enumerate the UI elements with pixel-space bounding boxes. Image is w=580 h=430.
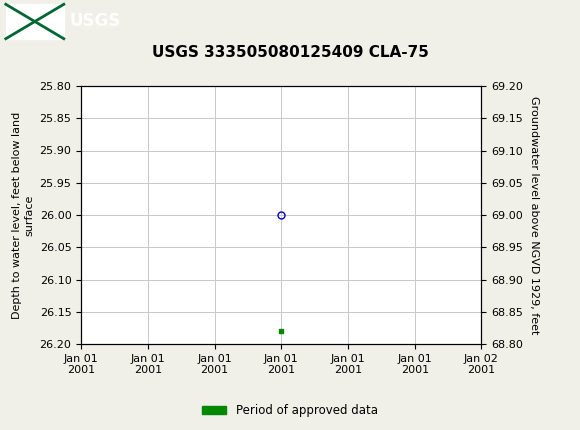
- Bar: [6, 4, 64, 39]
- Legend: Period of approved data: Period of approved data: [198, 399, 382, 422]
- Text: USGS 333505080125409 CLA-75: USGS 333505080125409 CLA-75: [151, 45, 429, 60]
- Text: USGS: USGS: [70, 12, 121, 31]
- Y-axis label: Depth to water level, feet below land
surface: Depth to water level, feet below land su…: [12, 111, 34, 319]
- Y-axis label: Groundwater level above NGVD 1929, feet: Groundwater level above NGVD 1929, feet: [528, 96, 539, 334]
